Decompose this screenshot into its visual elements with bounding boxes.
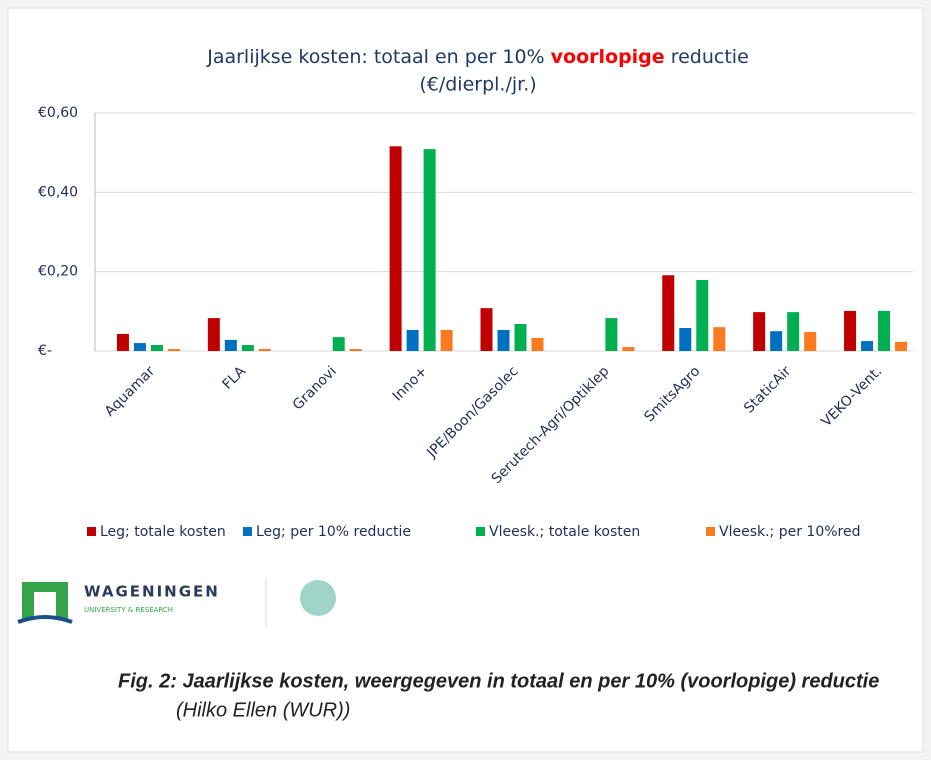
y-tick-label: €0,60: [38, 105, 78, 121]
title-part: reductie: [671, 46, 749, 68]
caption-title: Fig. 2: Jaarlijkse kosten, weergegeven i…: [118, 670, 879, 692]
bar: [116, 333, 129, 351]
bar: [878, 310, 891, 351]
title-emphasis: voorlopige: [551, 46, 665, 68]
bar: [605, 318, 618, 351]
bar: [167, 349, 180, 351]
bar: [895, 341, 908, 351]
legend-label: Vleesk.; totale kosten: [489, 524, 640, 540]
bar: [844, 310, 857, 351]
bar: [804, 331, 817, 351]
chart-title: Jaarlijkse kosten: totaal en per 10% voo…: [206, 46, 749, 68]
legend-swatch: [706, 527, 715, 536]
bar: [622, 347, 635, 351]
bar: [440, 329, 453, 351]
bar: [514, 324, 527, 351]
logo-name: WAGENINGEN: [84, 583, 220, 601]
y-tick-label: €0,20: [38, 264, 78, 280]
bar: [531, 337, 544, 351]
bar: [753, 312, 766, 351]
bar: [258, 349, 271, 351]
legend-label: Leg; totale kosten: [100, 524, 226, 540]
bar: [497, 329, 510, 351]
bar: [770, 331, 783, 351]
y-tick-label: €0,40: [38, 184, 78, 200]
bar: [423, 149, 436, 351]
bar: [713, 327, 726, 351]
logo-mark-inner: [34, 592, 56, 620]
bar: [662, 275, 675, 351]
bar: [389, 146, 402, 351]
legend-label: Vleesk.; per 10%red: [719, 524, 860, 540]
legend-swatch: [87, 527, 96, 536]
bar: [480, 308, 493, 351]
logo-subtitle: UNIVERSITY & RESEARCH: [84, 606, 173, 614]
bar: [207, 318, 220, 351]
bar: [224, 339, 237, 351]
bar: [406, 329, 419, 351]
bar: [332, 337, 345, 351]
legend-label: Leg; per 10% reductie: [256, 524, 411, 540]
bar: [349, 349, 362, 351]
bar: [696, 279, 709, 351]
logo: WAGENINGEN UNIVERSITY & RESEARCH: [17, 578, 336, 628]
bar: [861, 341, 874, 351]
y-tick-label: €-: [38, 343, 52, 359]
legend-swatch: [476, 527, 485, 536]
chart-subtitle: (€/dierpl./jr.): [419, 74, 536, 96]
bar: [679, 327, 692, 351]
bar: [133, 343, 146, 351]
title-part: Jaarlijkse kosten: totaal en per 10%: [206, 46, 544, 68]
bar: [150, 345, 163, 351]
bar: [787, 312, 800, 351]
logo-wave: [17, 615, 73, 624]
bar: [241, 345, 254, 351]
card: [7, 7, 924, 753]
anniversary-logo: [300, 580, 336, 616]
caption-credit: (Hilko Ellen (WUR)): [176, 699, 350, 721]
legend-swatch: [243, 527, 252, 536]
